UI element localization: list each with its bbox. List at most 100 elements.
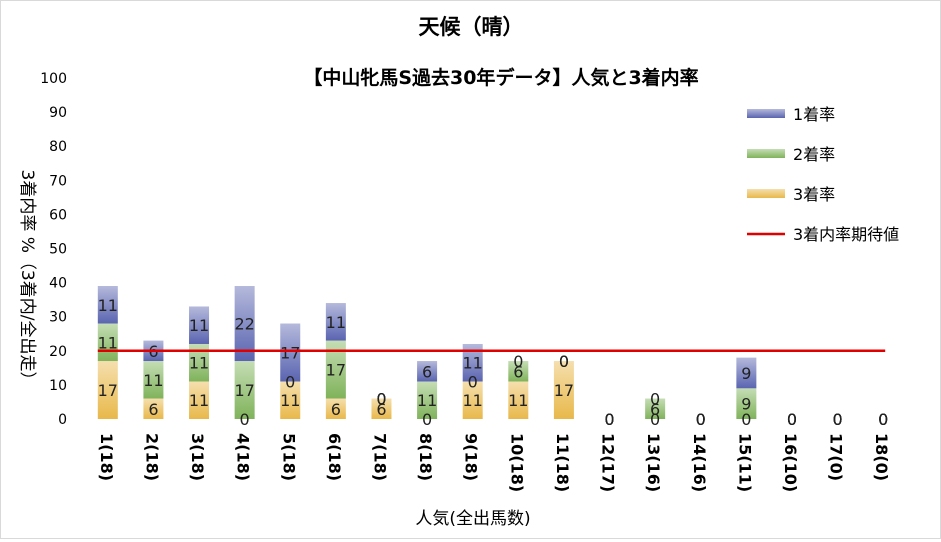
data-label: 0 — [422, 410, 432, 429]
data-label-layer: 1711116116111111017221101761711600011611… — [98, 296, 889, 429]
data-label: 0 — [604, 410, 614, 429]
x-tick-label: 18(0) — [872, 433, 891, 481]
data-label: 17 — [98, 381, 118, 400]
y-tick-label: 70 — [49, 173, 67, 189]
data-label: 11 — [463, 354, 483, 373]
y-tick-label: 30 — [49, 310, 67, 326]
x-tick-label: 11(18) — [553, 433, 572, 492]
x-tick-label: 13(16) — [644, 433, 663, 492]
data-label: 17 — [280, 344, 300, 363]
data-label: 6 — [376, 400, 386, 419]
x-axis-ticks: 1(18) 2(18) 3(18) 4(18) 5(18) 6(18) 7(18) 8(18)… — [97, 433, 891, 492]
x-tick-label: 2(18) — [142, 433, 161, 481]
x-tick-label: 4(18) — [234, 433, 253, 481]
x-tick-label: 5(18) — [279, 433, 298, 481]
data-label: 11 — [280, 391, 300, 410]
bar-segment — [371, 398, 392, 419]
data-label: 11 — [143, 371, 163, 390]
legend-swatch — [747, 149, 785, 158]
data-label: 0 — [604, 410, 614, 429]
data-label: 6 — [148, 400, 158, 419]
x-tick-label: 6(18) — [325, 433, 344, 481]
bar-segment — [189, 343, 210, 382]
data-label: 0 — [741, 410, 751, 429]
x-tick-label: 8(18) — [416, 433, 435, 481]
y-tick-label: 60 — [49, 207, 67, 223]
bar-segment — [508, 381, 529, 419]
data-label: 0 — [650, 410, 660, 429]
bar-segment — [143, 361, 164, 399]
data-label: 0 — [787, 410, 797, 429]
data-label: 0 — [787, 410, 797, 429]
data-label: 0 — [240, 410, 250, 429]
x-tick-label: 9(18) — [462, 433, 481, 481]
data-label: 9 — [741, 395, 751, 414]
bar-segment — [234, 286, 255, 362]
data-label: 0 — [513, 352, 523, 371]
data-label: 6 — [513, 362, 523, 381]
data-label: 0 — [285, 372, 295, 391]
bar-segment — [234, 361, 255, 419]
bar-segment — [143, 398, 164, 419]
data-label: 0 — [787, 410, 797, 429]
data-label: 0 — [604, 410, 614, 429]
data-label: 6 — [331, 400, 341, 419]
data-label: 0 — [832, 410, 842, 429]
data-label: 11 — [463, 391, 483, 410]
data-label: 17 — [234, 381, 254, 400]
bar-segment — [462, 343, 483, 382]
bar-segment — [736, 357, 757, 389]
legend-swatch — [747, 189, 785, 198]
bar-segment — [645, 398, 666, 419]
y-axis-title: 3着内率 %（3着内/全出走） — [17, 170, 37, 389]
data-label: 0 — [696, 410, 706, 429]
data-label: 0 — [696, 410, 706, 429]
data-label: 0 — [878, 410, 888, 429]
data-label: 0 — [878, 410, 888, 429]
bar-segment — [462, 381, 483, 419]
legend-swatch — [747, 109, 785, 118]
y-tick-label: 50 — [49, 242, 67, 258]
bar-segment — [97, 286, 118, 324]
data-label: 17 — [326, 361, 346, 380]
data-label: 17 — [554, 381, 574, 400]
x-tick-label: 15(11) — [735, 433, 754, 492]
data-label: 0 — [878, 410, 888, 429]
bar-segment — [736, 388, 757, 419]
legend-label: 2着率 — [793, 145, 835, 164]
x-axis-title: 人気(全出馬数) — [415, 509, 530, 529]
bar-segment — [508, 361, 529, 382]
legend-label: 3着率 — [793, 185, 835, 204]
y-tick-label: 80 — [49, 139, 67, 155]
x-tick-label: 16(10) — [781, 433, 800, 492]
x-tick-label: 7(18) — [370, 433, 389, 481]
bar-segment — [325, 340, 346, 399]
chart-subtitle: 【中山牝馬S過去30年データ】人気と3着内率 — [303, 66, 698, 89]
data-label: 11 — [189, 391, 209, 410]
data-label: 0 — [376, 390, 386, 409]
bar-segment — [325, 303, 346, 341]
data-label: 9 — [741, 364, 751, 383]
data-label: 11 — [189, 354, 209, 373]
x-tick-label: 10(18) — [507, 433, 526, 492]
bar-segment — [280, 323, 301, 382]
data-label: 11 — [326, 313, 346, 332]
data-label: 11 — [98, 333, 118, 352]
y-tick-label: 100 — [40, 71, 67, 87]
legend: 1着率 2着率 3着率 3着内率期待値 — [747, 105, 899, 244]
x-tick-label: 12(17) — [599, 433, 618, 492]
x-tick-label: 14(16) — [690, 433, 709, 492]
data-label: 0 — [650, 390, 660, 409]
data-label: 0 — [376, 390, 386, 409]
data-label: 0 — [696, 410, 706, 429]
data-label: 6 — [422, 362, 432, 381]
data-label: 11 — [417, 391, 437, 410]
x-tick-label: 1(18) — [97, 433, 116, 481]
data-label: 11 — [189, 316, 209, 335]
bar-segment — [553, 361, 574, 419]
bar-segment — [325, 398, 346, 419]
x-tick-label: 3(18) — [188, 433, 207, 481]
data-label: 11 — [508, 391, 528, 410]
